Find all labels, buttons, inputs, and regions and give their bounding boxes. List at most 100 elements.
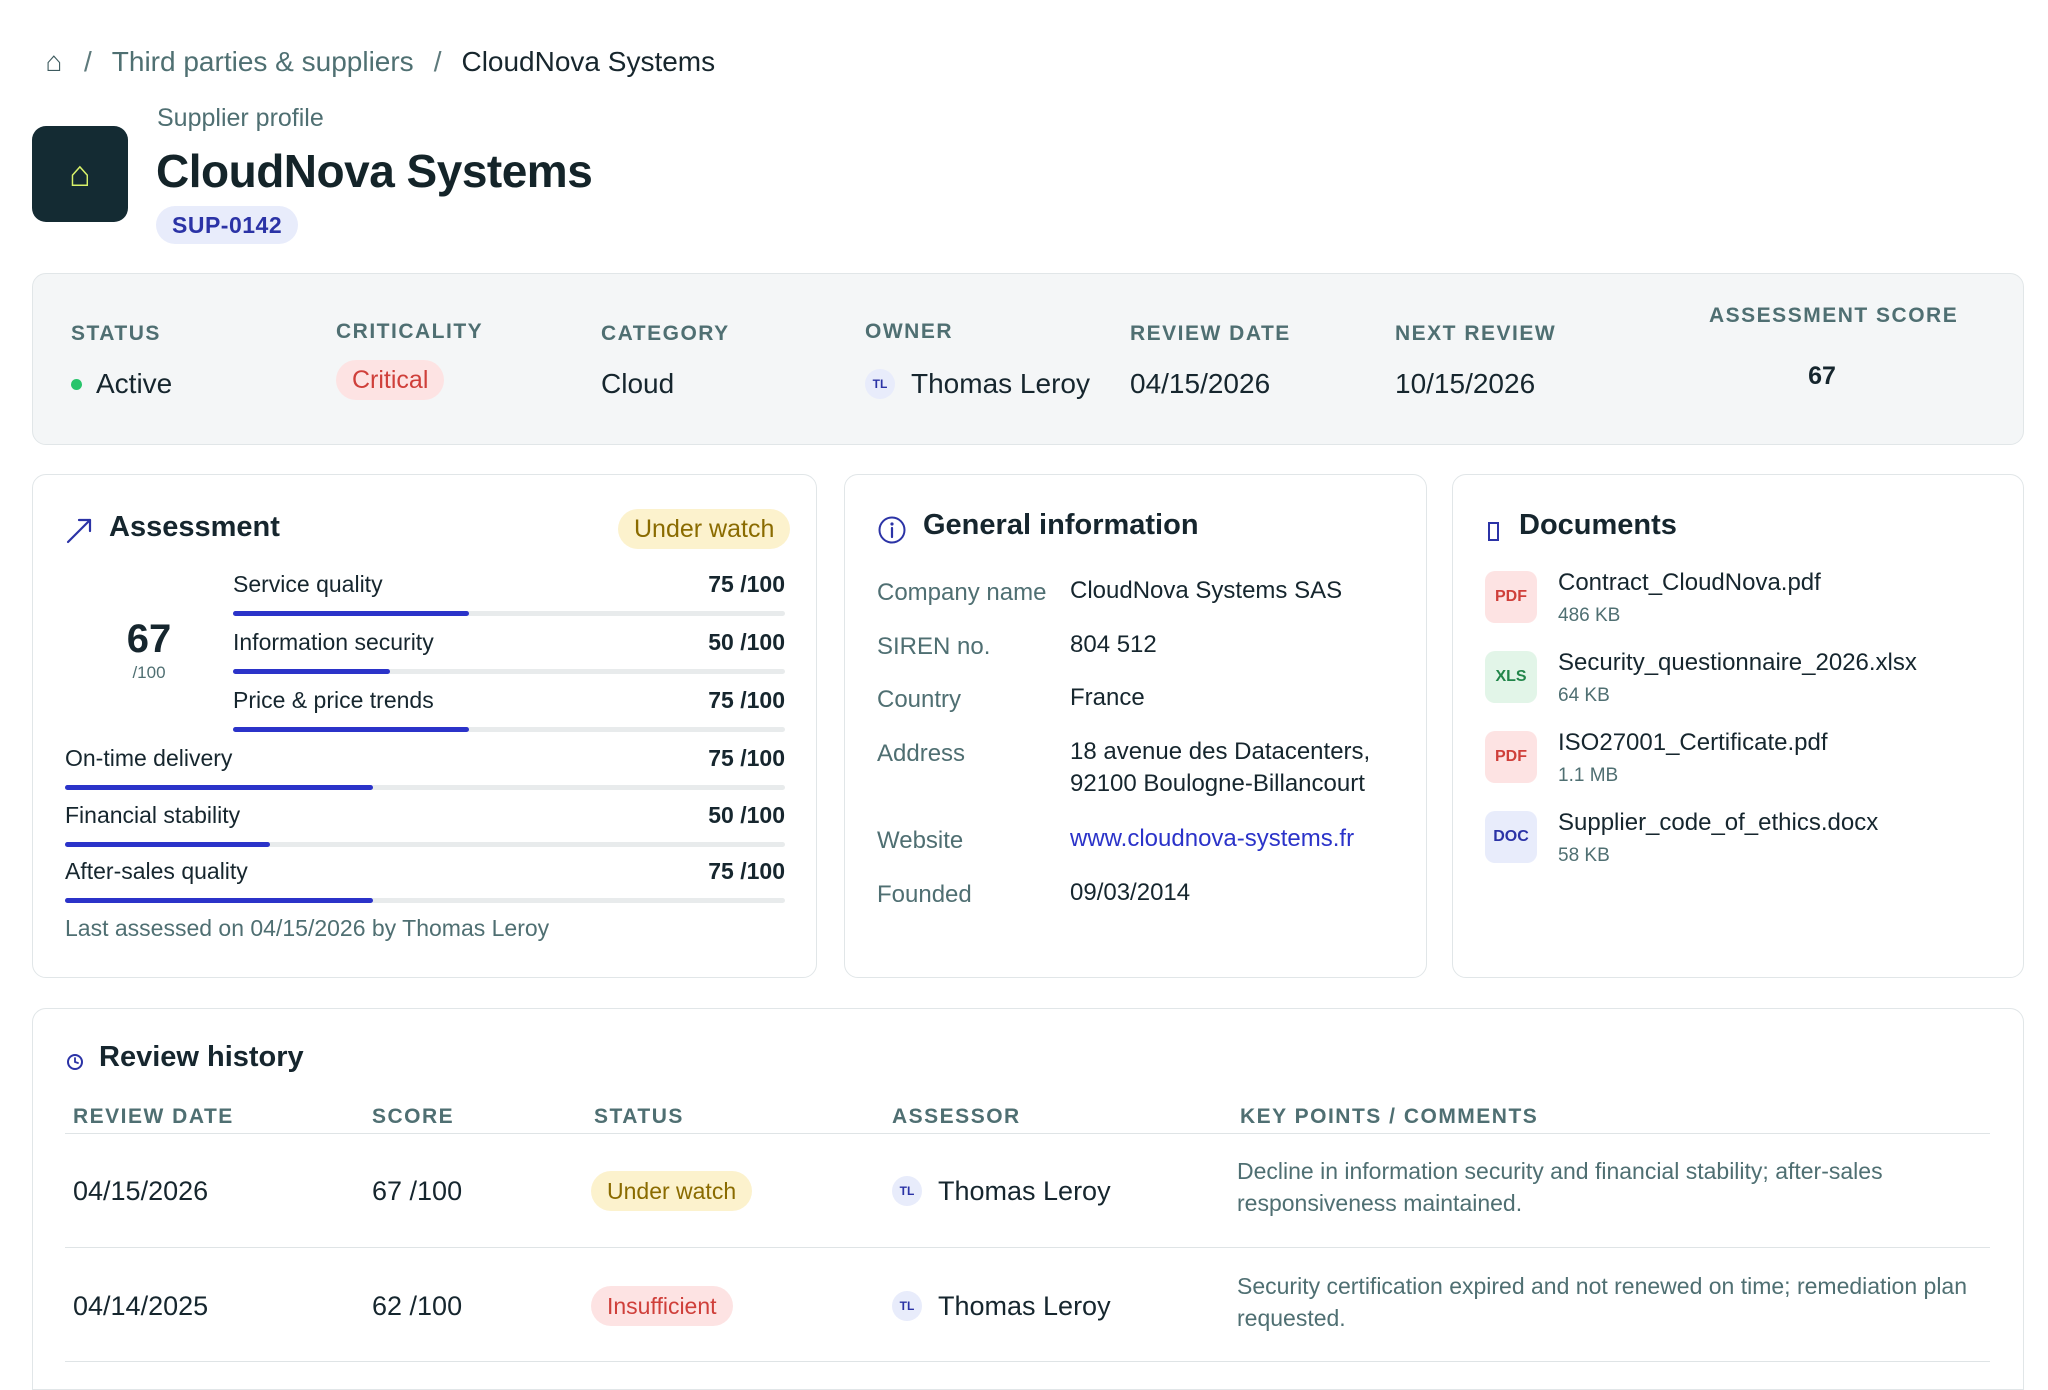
website-label: Website [877, 827, 964, 854]
company-name-value: CloudNova Systems SAS [1070, 577, 1343, 604]
criterion-score: 50 /100 [708, 802, 785, 828]
criterion-score: 75 /100 [708, 858, 785, 884]
home-icon: ⌂ [69, 153, 91, 194]
breadcrumb-separator: / [433, 46, 442, 77]
owner-name: Thomas Leroy [911, 368, 1090, 399]
page-title: CloudNova Systems [156, 145, 593, 197]
country-label: Country [877, 686, 962, 713]
assessor-name: Thomas Leroy [938, 1175, 1111, 1206]
general-info-card: General information Company name CloudNo… [844, 474, 1427, 978]
supplier-id-badge: SUP-0142 [156, 206, 299, 244]
doc-file-icon: DOC [1485, 811, 1537, 863]
column-header-status[interactable]: STATUS [594, 1105, 684, 1128]
siren-label: SIREN no. [877, 633, 991, 660]
document-size: 486 KB [1558, 605, 1621, 626]
info-icon [878, 516, 906, 544]
table-divider [65, 1247, 1990, 1248]
review-history-card: Review history REVIEW DATE SCORE STATUS … [32, 1008, 2024, 1390]
siren-value: 804 512 [1070, 631, 1157, 658]
document-icon [1488, 522, 1499, 541]
column-header-assessor[interactable]: ASSESSOR [892, 1105, 1021, 1128]
address-line-1: 18 avenue des Datacenters, [1070, 738, 1371, 765]
document-size: 1.1 MB [1558, 765, 1619, 786]
criterion-score: 75 /100 [708, 687, 785, 713]
page-eyebrow: Supplier profile [157, 104, 324, 132]
company-name-label: Company name [877, 579, 1047, 606]
address-line-2: 92100 Boulogne-Billancourt [1070, 770, 1365, 797]
row-status: Under watch [591, 1171, 753, 1211]
documents-title: Documents [1519, 509, 1677, 541]
column-header-comments: KEY POINTS / COMMENTS [1240, 1105, 1539, 1128]
document-link[interactable]: Supplier_code_of_ethics.docx [1558, 809, 1879, 836]
criticality-value: Critical [336, 360, 445, 400]
address-label: Address [877, 740, 966, 767]
avatar: TL [865, 369, 895, 399]
owner-value: TL Thomas Leroy [865, 364, 1090, 404]
criterion-label: Service quality [233, 571, 383, 597]
home-icon[interactable]: ⌂ [45, 46, 63, 77]
founded-label: Founded [877, 881, 972, 908]
assessment-status-badge: Under watch [618, 509, 791, 549]
website-link[interactable]: www.cloudnova-systems.fr [1070, 825, 1355, 852]
document-link[interactable]: Security_questionnaire_2026.xlsx [1558, 649, 1917, 676]
row-review-date: 04/15/2026 [73, 1175, 209, 1206]
column-header-review-date[interactable]: REVIEW DATE [73, 1105, 234, 1128]
table-divider [65, 1361, 1990, 1362]
criterion-label: Price & price trends [233, 687, 434, 713]
row-score: 67 /100 [372, 1175, 463, 1206]
next-review-label: NEXT REVIEW [1395, 322, 1557, 345]
pdf-file-icon: PDF [1485, 731, 1537, 783]
column-header-score[interactable]: SCORE [372, 1105, 455, 1128]
criterion-label: On-time delivery [65, 745, 233, 771]
trend-up-icon [66, 518, 92, 544]
criterion-progress-bar [65, 898, 785, 903]
row-comment: Security certification expired and not r… [1237, 1273, 1968, 1331]
criterion-progress-bar [233, 727, 785, 732]
criterion-progress-fill [65, 842, 271, 847]
avatar: TL [892, 1291, 922, 1321]
assessment-card: Assessment Under watch 67 /100 Service q… [32, 474, 817, 978]
assessment-score-value: 67 [1808, 362, 1836, 390]
category-value: Cloud [601, 368, 675, 399]
criterion-progress-bar [233, 669, 785, 674]
founded-value: 09/03/2014 [1070, 879, 1191, 906]
category-label: CATEGORY [601, 322, 730, 345]
owner-label: OWNER [865, 320, 953, 343]
criterion-progress-bar [65, 842, 785, 847]
xls-file-icon: XLS [1485, 651, 1537, 703]
row-comment: Decline in information security and fina… [1237, 1158, 1883, 1216]
status-badge: Under watch [591, 1171, 753, 1211]
document-link[interactable]: Contract_CloudNova.pdf [1558, 569, 1821, 596]
assessment-score-label: ASSESSMENT SCORE [1709, 304, 1959, 327]
assessor-name: Thomas Leroy [938, 1290, 1111, 1321]
criterion-score: 50 /100 [708, 629, 785, 655]
row-assessor: TL Thomas Leroy [892, 1286, 1111, 1326]
supplier-logo: ⌂ [32, 126, 128, 222]
review-date-label: REVIEW DATE [1130, 322, 1291, 345]
breadcrumb-separator: / [84, 46, 92, 77]
assessment-overall-score: 67 [126, 617, 172, 661]
document-link[interactable]: ISO27001_Certificate.pdf [1558, 729, 1828, 756]
row-assessor: TL Thomas Leroy [892, 1171, 1111, 1211]
status-text: Active [96, 368, 173, 399]
row-review-date: 04/14/2025 [73, 1290, 209, 1321]
criterion-score: 75 /100 [708, 571, 785, 597]
criterion-progress-fill [233, 727, 469, 732]
breadcrumb-third-parties-link[interactable]: Third parties & suppliers [111, 46, 414, 77]
status-badge: Insufficient [591, 1286, 733, 1326]
table-divider [65, 1133, 1990, 1134]
document-size: 64 KB [1558, 685, 1610, 706]
criterion-label: After-sales quality [65, 858, 248, 884]
row-score: 62 /100 [372, 1290, 463, 1321]
criterion-progress-fill [65, 785, 373, 790]
criterion-progress-bar [65, 785, 785, 790]
row-status: Insufficient [591, 1286, 733, 1326]
review-date-value: 04/15/2026 [1130, 368, 1271, 399]
criterion-progress-fill [233, 611, 469, 616]
breadcrumb-current: CloudNova Systems [461, 46, 716, 77]
summary-bar: STATUS Active CRITICALITY Critical CATEG… [32, 273, 2024, 445]
assessment-footer: Last assessed on 04/15/2026 by Thomas Le… [65, 915, 550, 941]
general-info-title: General information [923, 509, 1199, 541]
breadcrumb: ⌂ / Third parties & suppliers / CloudNov… [44, 44, 716, 80]
document-size: 58 KB [1558, 845, 1610, 866]
